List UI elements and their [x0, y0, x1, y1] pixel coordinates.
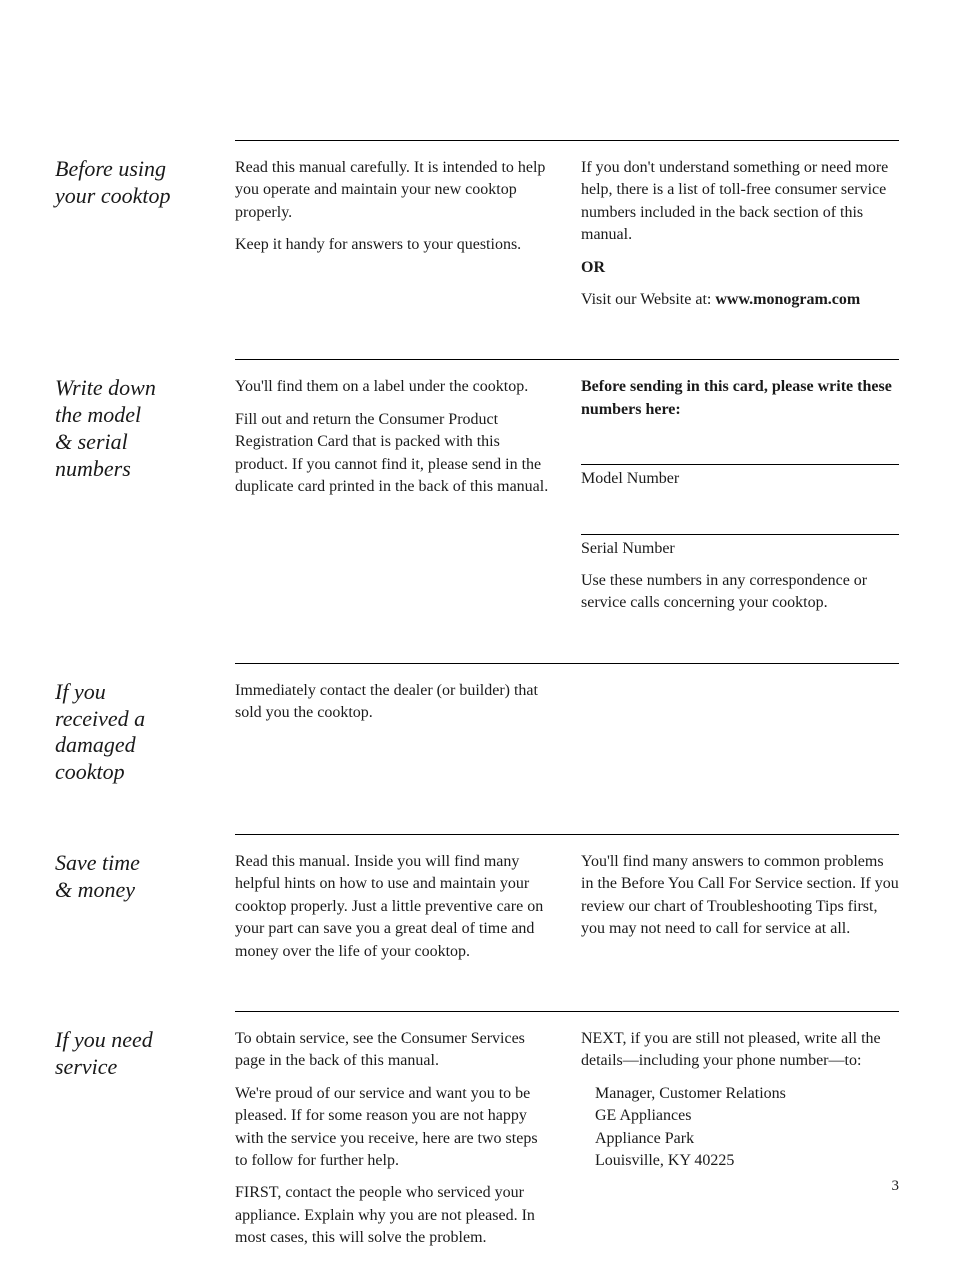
- heading-column: Write downthe model& serialnumbers: [55, 359, 207, 614]
- content-wrap: To obtain service, see the Consumer Serv…: [235, 1011, 899, 1250]
- section-heading: If you needservice: [55, 1027, 207, 1081]
- serial-number-label: Serial Number: [581, 538, 899, 560]
- body-text: To obtain service, see the Consumer Serv…: [235, 1028, 553, 1073]
- body-text: Fill out and return the Consumer Product…: [235, 409, 553, 499]
- page-number: 3: [892, 1178, 900, 1195]
- content-wrap: Read this manual. Inside you will find m…: [235, 834, 899, 963]
- column-right: NEXT, if you are still not pleased, writ…: [581, 1028, 899, 1250]
- content-wrap: You'll find them on a label under the co…: [235, 359, 899, 614]
- body-text: Keep it handy for answers to your questi…: [235, 234, 553, 256]
- model-number-line: [581, 431, 899, 465]
- section-heading: Before using your cooktop: [55, 156, 207, 210]
- body-text: NEXT, if you are still not pleased, writ…: [581, 1028, 899, 1073]
- section-damaged: If youreceived adamagedcooktop Immediate…: [55, 643, 899, 814]
- column-right: [581, 680, 899, 786]
- body-text: Visit our Website at: www.monogram.com: [581, 289, 899, 311]
- column-left: Immediately contact the dealer (or build…: [235, 680, 553, 786]
- section-need-service: If you needservice To obtain service, se…: [55, 991, 899, 1277]
- body-text: FIRST, contact the people who serviced y…: [235, 1182, 553, 1249]
- heading-column: If you needservice: [55, 1011, 207, 1250]
- column-left: Read this manual carefully. It is intend…: [235, 157, 553, 311]
- column-right: If you don't understand something or nee…: [581, 157, 899, 311]
- body-text: Read this manual carefully. It is intend…: [235, 157, 553, 224]
- body-text: You'll find many answers to common probl…: [581, 851, 899, 941]
- column-right: You'll find many answers to common probl…: [581, 851, 899, 963]
- website-prefix: Visit our Website at:: [581, 291, 715, 308]
- column-left: You'll find them on a label under the co…: [235, 376, 553, 614]
- section-write-down: Write downthe model& serialnumbers You'l…: [55, 339, 899, 642]
- body-text: Immediately contact the dealer (or build…: [235, 680, 553, 725]
- address-line: Appliance Park: [595, 1128, 899, 1150]
- heading-column: Save time& money: [55, 834, 207, 963]
- body-text: Use these numbers in any correspondence …: [581, 570, 899, 615]
- column-left: Read this manual. Inside you will find m…: [235, 851, 553, 963]
- address-block: Manager, Customer Relations GE Appliance…: [595, 1083, 899, 1173]
- content-wrap: Read this manual carefully. It is intend…: [235, 140, 899, 311]
- section-save-time: Save time& money Read this manual. Insid…: [55, 814, 899, 991]
- body-text: Read this manual. Inside you will find m…: [235, 851, 553, 963]
- or-label: OR: [581, 257, 899, 279]
- section-before-using: Before using your cooktop Read this manu…: [55, 120, 899, 339]
- body-text: If you don't understand something or nee…: [581, 157, 899, 247]
- heading-column: If youreceived adamagedcooktop: [55, 663, 207, 786]
- content-wrap: Immediately contact the dealer (or build…: [235, 663, 899, 786]
- heading-column: Before using your cooktop: [55, 140, 207, 311]
- model-number-label: Model Number: [581, 468, 899, 490]
- column-right: Before sending in this card, please writ…: [581, 376, 899, 614]
- section-heading: Save time& money: [55, 850, 207, 904]
- body-text: You'll find them on a label under the co…: [235, 376, 553, 398]
- section-heading: If youreceived adamagedcooktop: [55, 679, 207, 786]
- instruction-text: Before sending in this card, please writ…: [581, 376, 899, 421]
- column-left: To obtain service, see the Consumer Serv…: [235, 1028, 553, 1250]
- address-line: Manager, Customer Relations: [595, 1083, 899, 1105]
- serial-number-line: [581, 501, 899, 535]
- website-url: www.monogram.com: [715, 291, 860, 308]
- body-text: We're proud of our service and want you …: [235, 1083, 553, 1173]
- section-heading: Write downthe model& serialnumbers: [55, 375, 207, 482]
- address-line: GE Appliances: [595, 1105, 899, 1127]
- address-line: Louisville, KY 40225: [595, 1150, 899, 1172]
